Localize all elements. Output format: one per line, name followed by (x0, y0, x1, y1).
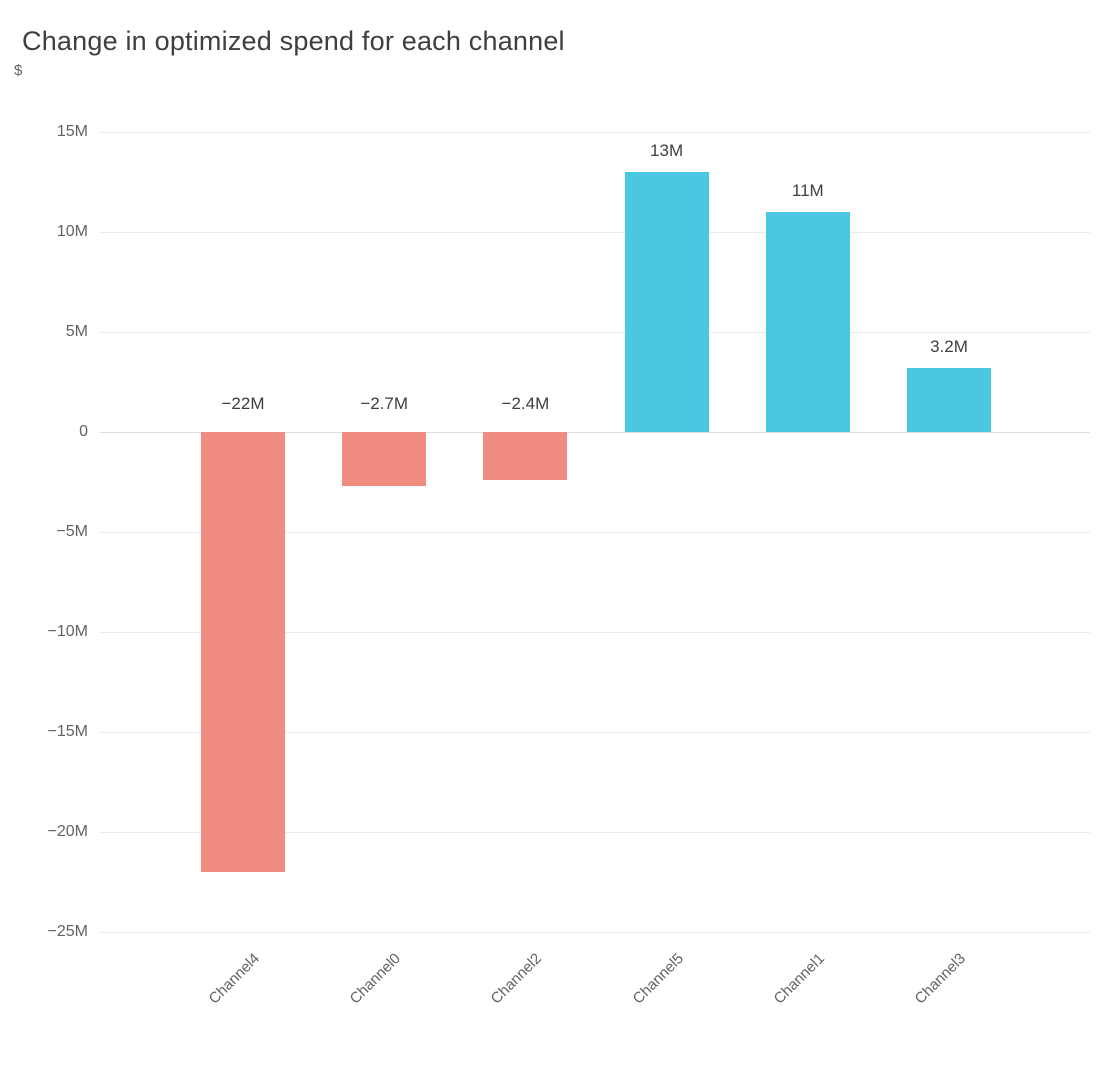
value-label-channel3: 3.2M (930, 337, 968, 356)
x-tick-label-channel3: Channel3 (911, 950, 970, 1008)
value-label-channel4: −22M (221, 394, 265, 413)
zero-gridline (100, 431, 1090, 433)
gridline (100, 831, 1090, 833)
x-tick-label-channel4: Channel4 (205, 950, 264, 1008)
gridline (100, 131, 1090, 133)
y-tick-label-−15m: −15M (47, 723, 88, 740)
gridline (100, 931, 1090, 933)
gridline (100, 531, 1090, 533)
x-tick-label-channel2: Channel2 (487, 950, 546, 1008)
x-tick-label-channel5: Channel5 (629, 950, 687, 1008)
bar-channel1 (765, 212, 850, 432)
x-tick-label-channel0: Channel0 (346, 950, 405, 1008)
y-tick-label-15m: 15M (56, 123, 88, 140)
value-label-channel0: −2.7M (360, 394, 409, 413)
plot-area: 15M 10M 5M 0 −5M −10M −15M −20M −25M −22M Channel4… (47, 123, 1090, 1007)
gridline (100, 631, 1090, 633)
bar-channel4 (201, 432, 285, 872)
page-title: Change in optimized spend for each chann… (22, 26, 565, 57)
y-tick-label-−25m: −25M (47, 923, 88, 940)
gridline (100, 331, 1090, 333)
y-tick-label-−20m: −20M (47, 823, 88, 840)
y-tick-label-0: 0 (79, 423, 88, 440)
bar-channel5 (624, 172, 709, 432)
gridline (100, 731, 1090, 733)
value-label-channel1: 11M (791, 181, 824, 200)
y-tick-label-−10m: −10M (47, 623, 88, 640)
x-tick-label-channel1: Channel1 (770, 950, 828, 1008)
y-axis-unit-label: $ (14, 62, 23, 79)
gridline (100, 231, 1090, 233)
y-tick-label-5m: 5M (65, 323, 88, 340)
value-label-channel2: −2.4M (501, 394, 550, 413)
y-tick-label-−5m: −5M (56, 523, 88, 540)
bar-channel0 (342, 432, 427, 486)
bar-channel3 (907, 368, 991, 432)
bar-channel2 (483, 432, 568, 480)
value-label-channel5: 13M (650, 141, 684, 160)
y-tick-label-10m: 10M (56, 223, 88, 240)
